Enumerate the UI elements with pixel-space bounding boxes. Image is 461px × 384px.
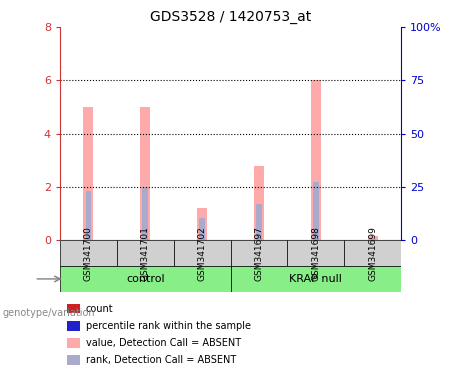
Text: count: count [85,304,113,314]
Text: control: control [126,274,165,284]
Text: GSM341698: GSM341698 [311,226,320,281]
Title: GDS3528 / 1420753_at: GDS3528 / 1420753_at [150,10,311,25]
Bar [67,338,80,348]
Bar [197,209,207,240]
Bar [287,240,344,266]
Bar [256,204,262,240]
Text: rank, Detection Call = ABSENT: rank, Detection Call = ABSENT [85,355,236,365]
Bar [254,166,264,240]
Text: GSM341697: GSM341697 [254,226,263,281]
Bar [230,266,401,292]
Bar [117,240,174,266]
Bar [67,356,80,365]
Bar [199,218,205,240]
Bar [142,187,148,240]
Bar [60,266,230,292]
Text: value, Detection Call = ABSENT: value, Detection Call = ABSENT [85,338,241,348]
Bar [60,240,117,266]
Bar [67,304,80,313]
Bar [230,240,287,266]
Bar [83,107,94,240]
Text: GSM341699: GSM341699 [368,226,377,281]
Bar [67,321,80,331]
Text: GSM341701: GSM341701 [141,226,150,281]
Bar [370,238,375,240]
Text: GSM341702: GSM341702 [198,226,207,281]
Bar [367,237,378,240]
Bar [344,240,401,266]
Bar [174,240,230,266]
Bar [313,182,319,240]
Text: genotype/variation: genotype/variation [2,308,95,318]
Bar [86,191,91,240]
Bar [140,107,150,240]
Bar [311,80,321,240]
Text: KRAP null: KRAP null [290,274,342,284]
Text: GSM341700: GSM341700 [84,226,93,281]
Text: percentile rank within the sample: percentile rank within the sample [85,321,250,331]
